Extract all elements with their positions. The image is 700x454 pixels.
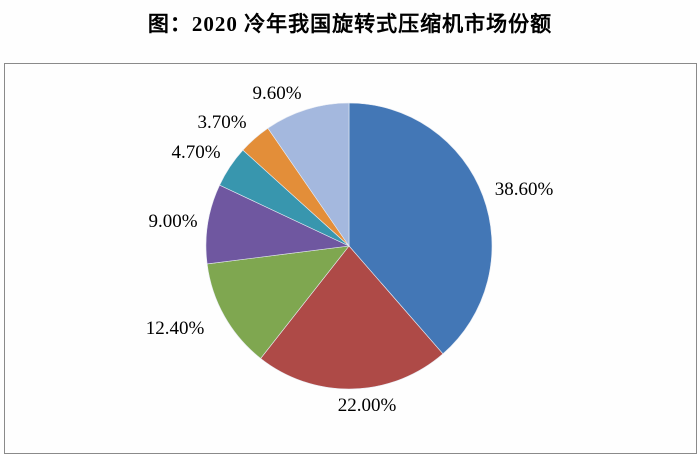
pie-chart (205, 102, 493, 390)
pie-slice-1 (260, 245, 444, 390)
figure-title: 图：2020 冷年我国旋转式压缩机市场份额 (147, 12, 553, 36)
pie-slice-6 (267, 102, 350, 247)
slice-value-label: 22.00% (337, 395, 397, 416)
pie-slice-3 (205, 184, 351, 265)
chart-area: 美的集团 格力电器 海立股份 瑞智精密 松下万宝 LG集团 (4, 63, 697, 454)
slice-value-label: 3.70% (197, 112, 247, 133)
pie-slice-2 (206, 245, 350, 359)
slice-value-label: 4.70% (171, 142, 221, 163)
slice-value-label: 9.60% (252, 83, 302, 104)
slice-value-label: 9.00% (148, 211, 198, 232)
slice-value-label: 38.60% (494, 179, 554, 200)
pie-slice-0 (348, 102, 493, 355)
slice-value-label: 12.40% (145, 318, 205, 339)
